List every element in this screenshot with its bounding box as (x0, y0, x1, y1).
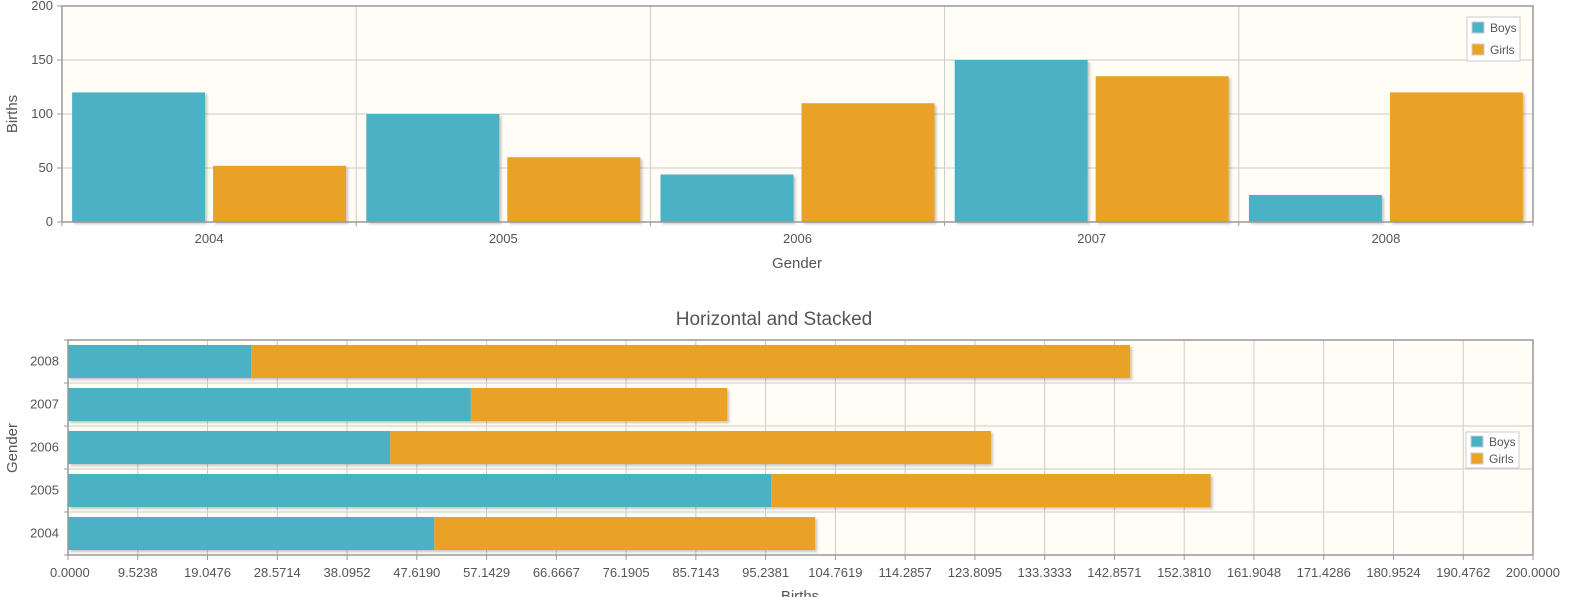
chart2-x-tick-label: 66.6667 (533, 565, 580, 580)
chart1-bar-girls-2005 (507, 157, 641, 222)
chart2-x-tick-label: 161.9048 (1227, 565, 1281, 580)
chart2-bar-boys-2004 (68, 517, 435, 550)
chart1-bar-boys-2008 (1248, 195, 1382, 222)
chart1-legend: Boys Girls (1466, 16, 1521, 62)
chart1-y-tick-label: 100 (31, 106, 53, 121)
chart1-y-tick-label: 50 (39, 160, 53, 175)
chart2-bars (68, 345, 1211, 550)
chart2-y-tick-label: 2004 (30, 526, 59, 541)
chart2-legend-label-boys: Boys (1489, 435, 1516, 449)
chart2-x-tick-label: 9.5238 (118, 565, 158, 580)
horizontal-stacked-bar-chart: Horizontal and Stacked 0.0000 9.5238 19.04… (4, 309, 1560, 597)
chart1-bar-girls-2007 (1095, 76, 1229, 222)
chart1-legend-swatch-girls (1471, 43, 1485, 56)
chart2-x-tick-label: 142.8571 (1087, 565, 1141, 580)
chart2-legend: Boys Girls (1465, 431, 1520, 469)
chart2-x-tick-label: 85.7143 (672, 565, 719, 580)
chart2-y-tick-label: 2008 (30, 354, 59, 369)
chart2-title: Horizontal and Stacked (676, 309, 872, 330)
chart2-bar-girls-2006 (390, 431, 991, 464)
chart2-x-tick-label: 57.1429 (463, 565, 510, 580)
chart2-x-tick-label: 180.9524 (1366, 565, 1420, 580)
chart1-y-tick-label: 150 (31, 52, 53, 67)
chart2-bar-girls-2005 (771, 474, 1211, 507)
chart2-x-tick-label: 95.2381 (742, 565, 789, 580)
chart2-x-tick-label: 152.3810 (1157, 565, 1211, 580)
chart1-y-tick-label: 0 (46, 214, 53, 229)
chart1-bar-girls-2004 (213, 165, 347, 222)
chart2-bar-boys-2005 (68, 474, 772, 507)
chart1-x-tick-label: 2007 (1077, 231, 1106, 246)
chart2-x-tick-label: 104.7619 (808, 565, 862, 580)
chart2-x-tick-label: 76.1905 (603, 565, 650, 580)
chart1-tick-labels: 0 50 100 150 200 2004 2005 2006 2007 2008 (31, 0, 1534, 246)
chart1-legend-label-boys: Boys (1490, 21, 1517, 35)
chart1-bar-girls-2006 (801, 103, 935, 222)
chart1-y-tick-label: 200 (31, 0, 53, 13)
chart1-x-tick-label: 2006 (783, 231, 812, 246)
chart2-x-tick-label: 190.4762 (1436, 565, 1490, 580)
chart1-bar-boys-2004 (72, 92, 206, 223)
chart1-y-axis-title: Births (4, 95, 21, 133)
chart2-y-tick-label: 2006 (30, 440, 59, 455)
chart2-tick-labels: 0.0000 9.5238 19.0476 28.5714 38.0952 47.6190… (30, 339, 1560, 580)
chart2-x-tick-label: 200.0000 (1506, 565, 1560, 580)
chart2-x-tick-label: 47.6190 (393, 565, 440, 580)
chart2-y-tick-label: 2005 (30, 483, 59, 498)
chart2-x-tick-label: 28.5714 (254, 565, 301, 580)
chart2-bar-boys-2007 (68, 388, 471, 421)
chart1-legend-swatch-boys (1471, 21, 1485, 34)
chart1-x-tick-label: 2008 (1371, 231, 1400, 246)
chart2-x-tick-label: 0.0000 (50, 565, 90, 580)
chart2-legend-label-girls: Girls (1489, 452, 1514, 466)
chart2-legend-swatch-boys (1470, 435, 1484, 448)
chart1-bars (72, 60, 1523, 223)
chart2-y-axis-title: Gender (4, 423, 21, 473)
chart2-x-axis-title: Births (781, 588, 819, 597)
chart1-bar-boys-2006 (660, 174, 794, 222)
chart1-x-tick-label: 2004 (195, 231, 224, 246)
chart2-x-tick-label: 38.0952 (324, 565, 371, 580)
chart2-x-tick-label: 19.0476 (184, 565, 231, 580)
chart2-x-tick-label: 171.4286 (1297, 565, 1351, 580)
chart1-x-tick-label: 2005 (489, 231, 518, 246)
chart2-bar-boys-2008 (68, 345, 252, 378)
chart2-y-tick-label: 2007 (30, 397, 59, 412)
chart2-x-tick-label: 114.2857 (879, 565, 932, 580)
chart2-x-tick-label: 123.8095 (948, 565, 1002, 580)
chart2-plot-border (67, 339, 1534, 556)
chart1-x-axis-title: Gender (772, 255, 822, 272)
chart1-legend-label-girls: Girls (1490, 43, 1515, 57)
chart2-bar-boys-2006 (68, 431, 391, 464)
chart2-bar-girls-2007 (470, 388, 728, 421)
chart1-bar-boys-2007 (954, 60, 1088, 222)
chart1-bar-girls-2008 (1389, 92, 1523, 223)
chart2-legend-swatch-girls (1470, 452, 1484, 465)
chart2-bar-girls-2008 (251, 345, 1131, 378)
chart2-bar-girls-2004 (434, 517, 816, 550)
chart1-bar-boys-2005 (366, 114, 500, 222)
chart2-x-tick-label: 133.3333 (1018, 565, 1072, 580)
